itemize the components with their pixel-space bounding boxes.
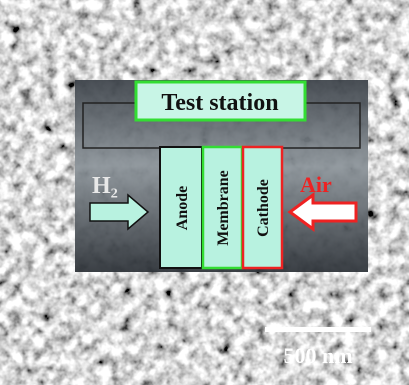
scale-bar <box>265 327 371 332</box>
figure: Test station Anode Membrane Cathode H₂ A… <box>0 0 409 385</box>
inlet-right-label: Air <box>300 172 332 197</box>
station-label: Test station <box>161 90 278 116</box>
inlet-left-label: H₂ <box>92 173 118 199</box>
layer-label: Membrane <box>215 170 232 246</box>
layer-label: Cathode <box>255 179 272 237</box>
scale-label: 500 nm <box>283 343 352 368</box>
layer-label: Anode <box>174 186 191 230</box>
